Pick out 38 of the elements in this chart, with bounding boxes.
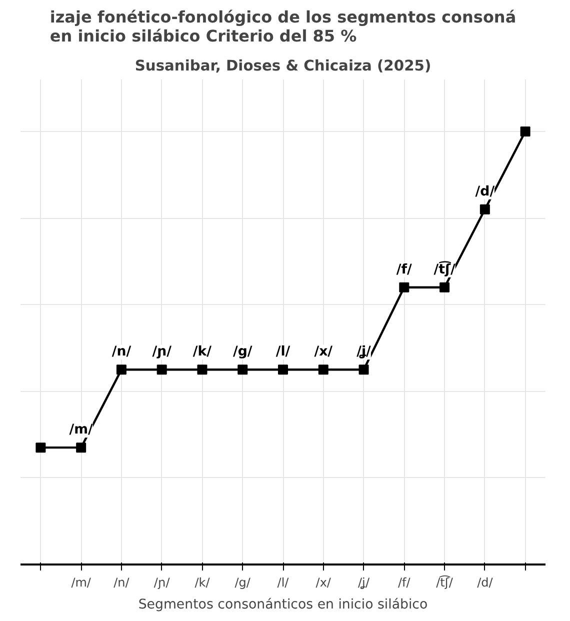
point [318, 364, 328, 375]
annotation: /x/ [314, 344, 333, 360]
x-tick-label: /k/ [194, 576, 211, 590]
point [197, 364, 208, 375]
annotation: /ɲ/ [152, 344, 172, 360]
annotation: /g/ [232, 344, 252, 360]
point [156, 364, 167, 375]
point [520, 126, 530, 136]
point [36, 442, 46, 453]
point [238, 364, 248, 375]
annotation: /n/ [112, 344, 132, 360]
point [116, 364, 126, 375]
point [358, 364, 369, 375]
point [440, 282, 450, 292]
x-tick-label: /m/ [71, 576, 92, 590]
annotation: /m/ [69, 422, 94, 438]
x-tick-label: /t͡ʃ/ [436, 574, 454, 590]
x-tick-label: /x/ [316, 576, 332, 590]
x-tick-label: /n/ [114, 576, 130, 590]
point [76, 442, 86, 453]
chart-subtitle: Susanibar, Dioses & Chicaiza (2025) [134, 58, 432, 74]
point [399, 282, 410, 292]
x-tick-label: /g/ [234, 576, 252, 590]
annotation: /f/ [396, 262, 412, 278]
x-tick-label: /d/ [477, 576, 494, 590]
chart-title: izaje fonético-fonológico de los segmentos consoná en inicio silábico Criterio del 85 % [50, 8, 516, 46]
annotation: /k/ [192, 344, 212, 360]
annotation: /l/ [276, 344, 290, 360]
point [480, 204, 490, 214]
x-tick-label: /f/ [398, 576, 412, 590]
x-tick-label: /ɲ/ [154, 576, 171, 590]
x-tick-label: /l/ [277, 576, 290, 590]
annotation: /t͡ʃ/ [434, 260, 456, 278]
x-axis-title: Segmentos consonánticos en inicio silábico [138, 598, 428, 612]
point [278, 364, 288, 375]
x-tick-label: /ʝ/ [358, 576, 371, 590]
annotation: /d/ [475, 184, 495, 200]
annotation: /ʝ/ [356, 344, 372, 360]
